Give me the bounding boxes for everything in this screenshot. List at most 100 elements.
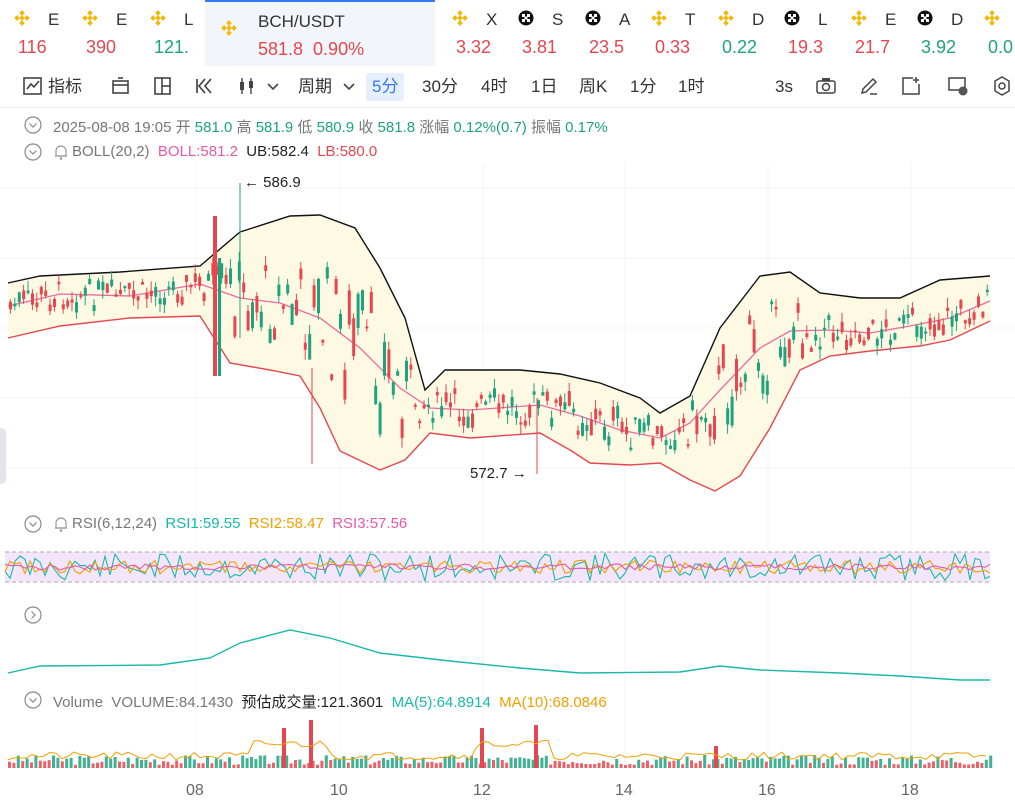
candle-body [488,394,492,398]
expand-chevron-icon[interactable] [24,606,42,624]
volume-bar [848,764,852,768]
volume-bar [852,764,856,768]
volume-bar [800,755,803,768]
ticker-price: 23.5 [589,37,625,57]
period-chevron-down-icon[interactable] [338,75,360,97]
candle-body [79,294,83,298]
candle-body [871,319,875,324]
boll-ub-value: UB:582.4 [246,143,309,160]
ticker-item[interactable]: D 0.22 [718,0,780,66]
candle-body [823,327,826,330]
ticker-item[interactable]: 0.0 [984,0,1015,66]
indicators-button[interactable]: 指标 [48,77,82,96]
volume-bar [386,759,390,768]
candle-body [572,408,576,413]
x-axis-tick-label: 16 [758,782,776,799]
interval-1d-tab[interactable]: 1日 [531,77,558,96]
candle-body [532,391,536,395]
ticker-item[interactable]: A 23.5 [585,0,647,66]
volume-bar [610,764,614,768]
camera-icon[interactable] [815,75,837,97]
ohlc-time: 2025-08-08 19:05 [53,119,172,136]
indicator-chart-icon[interactable] [22,75,44,97]
candle-body [453,388,457,394]
ticker-item[interactable]: X 3.32 [452,0,514,66]
gear-icon[interactable] [991,75,1013,97]
volume-bar [426,762,429,768]
rsi-collapse-icon[interactable] [24,515,42,533]
interval-1h-tab[interactable]: 1时 [678,77,705,96]
left-panel-handle[interactable] [0,428,6,484]
volume-bar [263,755,267,768]
boll-upper-line [7,214,991,414]
ticker-item[interactable]: L 19.3 [784,0,846,66]
ticker-item[interactable]: L 121. [150,0,212,66]
candle-type-icon[interactable] [236,75,258,97]
candle-body [730,396,734,426]
chart-area[interactable]: 2025-08-08 19:05 开 581.0 高 581.9 低 580.9… [0,108,1015,811]
chevron-down-icon[interactable] [262,75,284,97]
volume-bar [461,762,465,768]
candle-body [75,302,78,313]
volume-bar [637,759,641,768]
candle-body [101,281,105,291]
candle-body [31,293,34,305]
boll-collapse-icon[interactable] [24,143,42,161]
candle-body [554,399,558,404]
volume-bar [430,761,434,768]
period-dropdown[interactable]: 周期 [298,77,332,96]
volume-collapse-icon[interactable] [24,691,42,709]
rsi-bell-icon[interactable] [52,515,70,533]
ticker-item[interactable]: E 21.7 [851,0,913,66]
candle-body [378,403,382,435]
volume-bar [527,758,531,768]
add-window-icon[interactable] [900,75,922,97]
ticker-item[interactable]: T 0.33 [651,0,713,66]
interval-1m-tab[interactable]: 1分 [630,77,657,96]
pencil-icon[interactable] [858,75,880,97]
screen-settings-icon[interactable] [947,75,969,97]
candle-body [440,406,444,417]
volume-spike [480,728,484,768]
candle-body [713,415,716,440]
candle-body [246,310,250,331]
ticker-symbol: L [184,10,194,29]
volume-bar [483,762,487,768]
ticker-item[interactable]: D 3.92 [917,0,979,66]
x-axis-tick-label: 08 [186,782,204,799]
volume-bar [307,763,311,768]
volume-bar [984,759,988,768]
interval-5m-tab[interactable]: 5分 [366,73,405,101]
interval-week-tab[interactable]: 周K [579,77,608,96]
candle-body [501,394,505,403]
volume-bar [641,762,645,768]
collapse-chevron-icon[interactable] [24,116,42,134]
ticker-price: 21.7 [855,37,891,57]
volume-bar [949,758,953,768]
candle-body [541,392,545,396]
bell-icon[interactable] [52,143,70,161]
ticker-item[interactable]: S 3.81 [518,0,580,66]
template-icon[interactable] [110,75,132,97]
okx-icon [784,10,800,26]
ticker-item[interactable]: E 390 [82,0,144,66]
volume-bar [272,762,275,768]
volume-bar [628,764,632,768]
ticker-item[interactable]: BCH/USDT 581.8 0.90% [205,0,435,66]
binance-coin-icon [851,10,867,26]
refresh-interval[interactable]: 3s [775,77,793,96]
volume-bar [47,760,51,768]
interval-30m-tab[interactable]: 30分 [422,77,458,96]
chart-canvas[interactable] [0,108,1015,811]
volume-bar [395,755,399,768]
candle-body [537,400,540,409]
volume-bar [311,760,315,768]
replay-icon[interactable] [194,75,216,97]
layout-icon[interactable] [152,75,174,97]
ticker-item[interactable]: E 116 [14,0,76,66]
candle-body [686,444,690,447]
volume-bar [162,761,165,768]
candle-body [515,411,518,418]
interval-4h-tab[interactable]: 4时 [481,77,508,96]
candle-body [343,369,347,400]
